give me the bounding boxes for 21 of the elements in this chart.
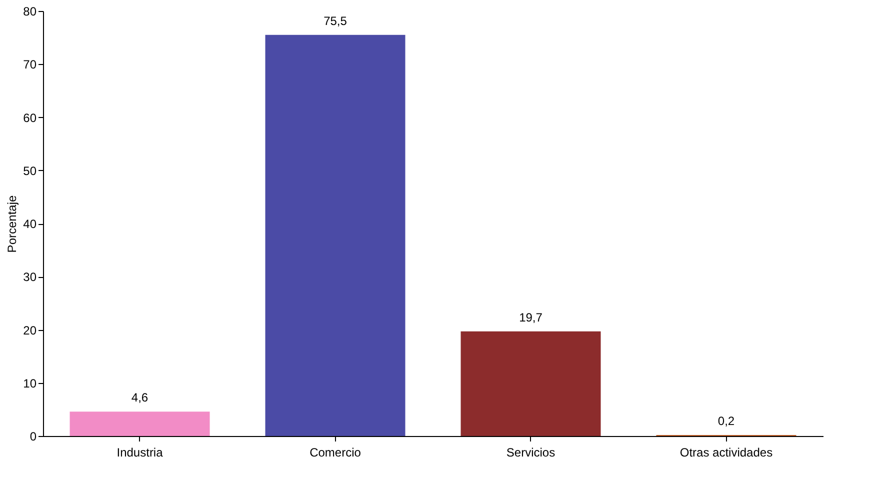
y-tick-label: 80 <box>23 4 37 18</box>
y-tick-label: 50 <box>23 164 37 178</box>
data-label: 19,7 <box>519 310 543 324</box>
data-label: 4,6 <box>131 390 148 405</box>
y-tick-label: 70 <box>23 58 37 72</box>
y-tick-label: 20 <box>23 323 37 338</box>
y-tick-label: 40 <box>23 217 37 231</box>
y-tick-label: 0 <box>30 430 37 444</box>
x-tick-label: Comercio <box>310 446 362 460</box>
y-tick-label: 60 <box>23 110 37 125</box>
data-label: 0,2 <box>718 414 735 428</box>
x-tick-label: Otras actividades <box>680 446 773 460</box>
x-tick-label: Servicios <box>506 446 556 460</box>
y-axis-title: Porcentaje <box>5 194 20 253</box>
bar <box>265 34 406 436</box>
y-tick-label: 30 <box>23 270 37 284</box>
x-tick-label: Industria <box>116 446 164 460</box>
y-tick-label: 10 <box>23 376 37 390</box>
bar <box>460 331 601 436</box>
data-label: 75,5 <box>324 14 348 28</box>
bar <box>70 412 210 436</box>
